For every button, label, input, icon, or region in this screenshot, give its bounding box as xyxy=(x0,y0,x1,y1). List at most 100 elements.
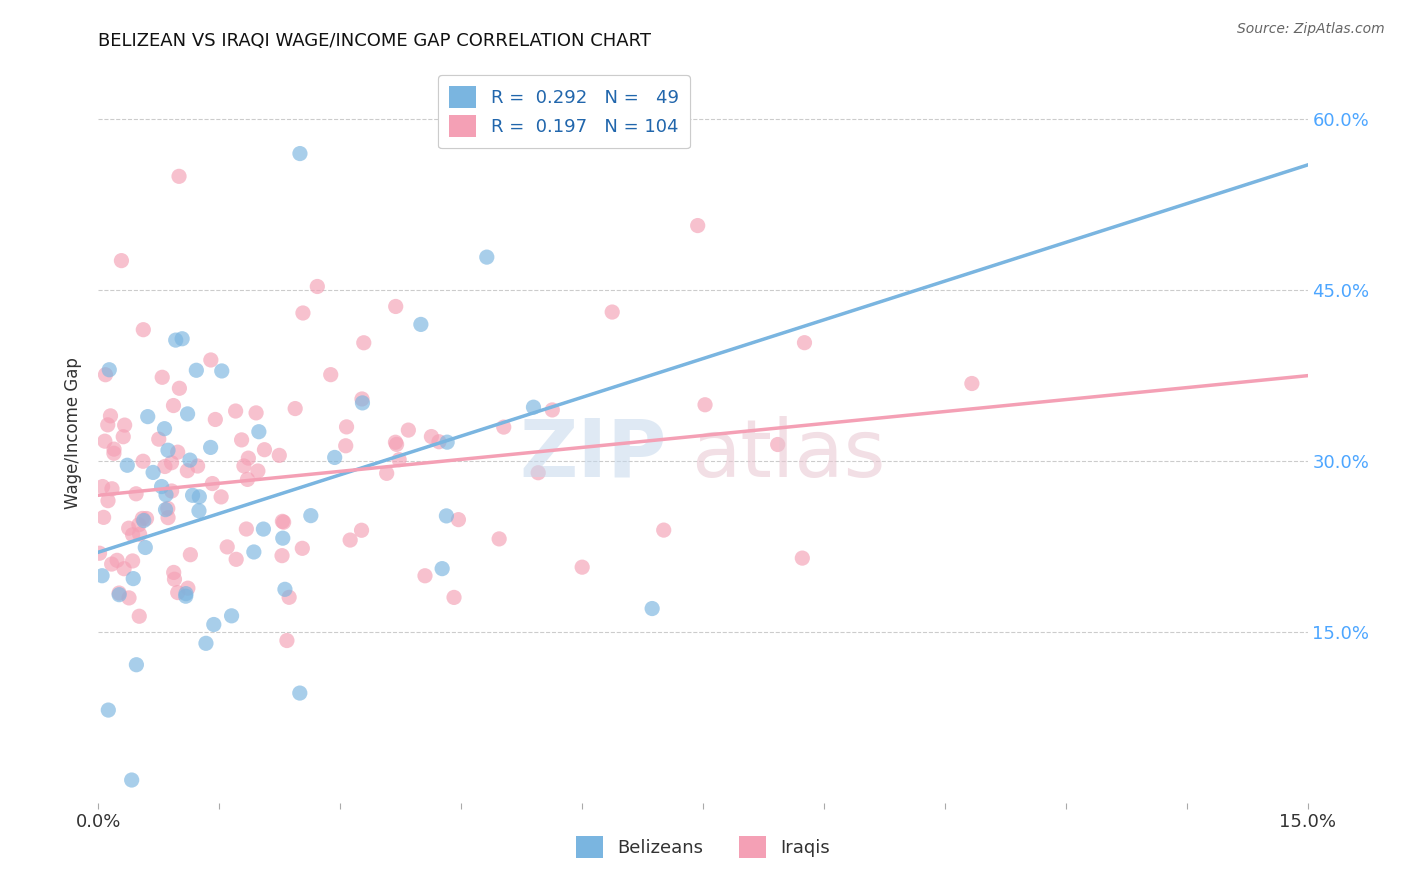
Point xyxy=(100,557,122,571)
Point xyxy=(98,363,121,377)
Point xyxy=(118,521,141,535)
Point xyxy=(136,409,159,424)
Point xyxy=(118,591,141,605)
Point xyxy=(269,449,291,463)
Point xyxy=(541,403,564,417)
Point xyxy=(188,490,211,504)
Point xyxy=(273,515,295,529)
Point xyxy=(652,523,675,537)
Point xyxy=(110,253,132,268)
Point xyxy=(291,541,314,556)
Point xyxy=(103,446,125,460)
Point xyxy=(128,527,150,541)
Point xyxy=(385,437,408,451)
Text: BELIZEAN VS IRAQI WAGE/INCOME GAP CORRELATION CHART: BELIZEAN VS IRAQI WAGE/INCOME GAP CORREL… xyxy=(98,32,651,50)
Point xyxy=(150,479,173,493)
Point xyxy=(335,420,357,434)
Point xyxy=(276,633,298,648)
Legend: Belizeans, Iraqis: Belizeans, Iraqis xyxy=(568,829,838,865)
Point xyxy=(221,608,243,623)
Point xyxy=(155,488,177,502)
Point xyxy=(148,432,170,446)
Point xyxy=(132,514,155,528)
Point xyxy=(135,511,157,525)
Point xyxy=(323,450,346,465)
Point xyxy=(384,435,406,450)
Point xyxy=(211,364,233,378)
Point xyxy=(350,523,373,537)
Point xyxy=(134,541,156,555)
Point xyxy=(179,548,201,562)
Point xyxy=(93,510,115,524)
Point xyxy=(187,458,209,473)
Point xyxy=(527,466,550,480)
Point xyxy=(288,686,311,700)
Point xyxy=(157,510,180,524)
Point xyxy=(112,430,135,444)
Point xyxy=(209,490,232,504)
Point xyxy=(396,423,419,437)
Point xyxy=(475,250,498,264)
Point xyxy=(94,434,117,449)
Point xyxy=(114,418,136,433)
Point xyxy=(132,323,155,337)
Point xyxy=(103,442,125,457)
Point xyxy=(319,368,342,382)
Point xyxy=(156,443,179,458)
Point xyxy=(420,429,443,443)
Point xyxy=(246,464,269,478)
Point xyxy=(194,636,217,650)
Point xyxy=(121,772,143,787)
Point xyxy=(166,445,188,459)
Point xyxy=(176,464,198,478)
Point xyxy=(427,434,450,449)
Point xyxy=(436,435,458,450)
Point xyxy=(188,504,211,518)
Point xyxy=(108,586,131,600)
Point xyxy=(91,479,114,493)
Point xyxy=(117,458,139,473)
Legend: R =  0.292   N =   49, R =  0.197   N = 104: R = 0.292 N = 49, R = 0.197 N = 104 xyxy=(439,75,689,148)
Point xyxy=(436,508,458,523)
Point xyxy=(176,407,198,421)
Point xyxy=(181,488,204,502)
Point xyxy=(284,401,307,416)
Point xyxy=(105,553,128,567)
Point xyxy=(91,568,114,582)
Point xyxy=(125,487,148,501)
Point xyxy=(101,482,124,496)
Point xyxy=(155,502,177,516)
Point xyxy=(235,522,257,536)
Point xyxy=(339,533,361,547)
Point xyxy=(179,453,201,467)
Point xyxy=(766,437,789,451)
Point xyxy=(89,546,111,560)
Point xyxy=(447,513,470,527)
Point xyxy=(121,554,143,568)
Point xyxy=(443,591,465,605)
Point xyxy=(142,466,165,480)
Point xyxy=(169,381,191,395)
Point xyxy=(238,451,260,466)
Point xyxy=(488,532,510,546)
Point xyxy=(571,560,593,574)
Point xyxy=(100,409,122,423)
Point xyxy=(167,169,190,184)
Point xyxy=(121,527,143,541)
Point xyxy=(201,476,224,491)
Point xyxy=(125,657,148,672)
Point xyxy=(792,551,814,566)
Point xyxy=(160,456,183,470)
Point xyxy=(97,703,120,717)
Point xyxy=(172,332,194,346)
Point xyxy=(600,305,623,319)
Point xyxy=(200,441,222,455)
Y-axis label: Wage/Income Gap: Wage/Income Gap xyxy=(65,357,83,508)
Point xyxy=(793,335,815,350)
Point xyxy=(165,333,187,347)
Point xyxy=(132,454,155,468)
Point xyxy=(153,459,176,474)
Point xyxy=(94,368,117,382)
Point xyxy=(236,472,259,486)
Point xyxy=(253,442,276,457)
